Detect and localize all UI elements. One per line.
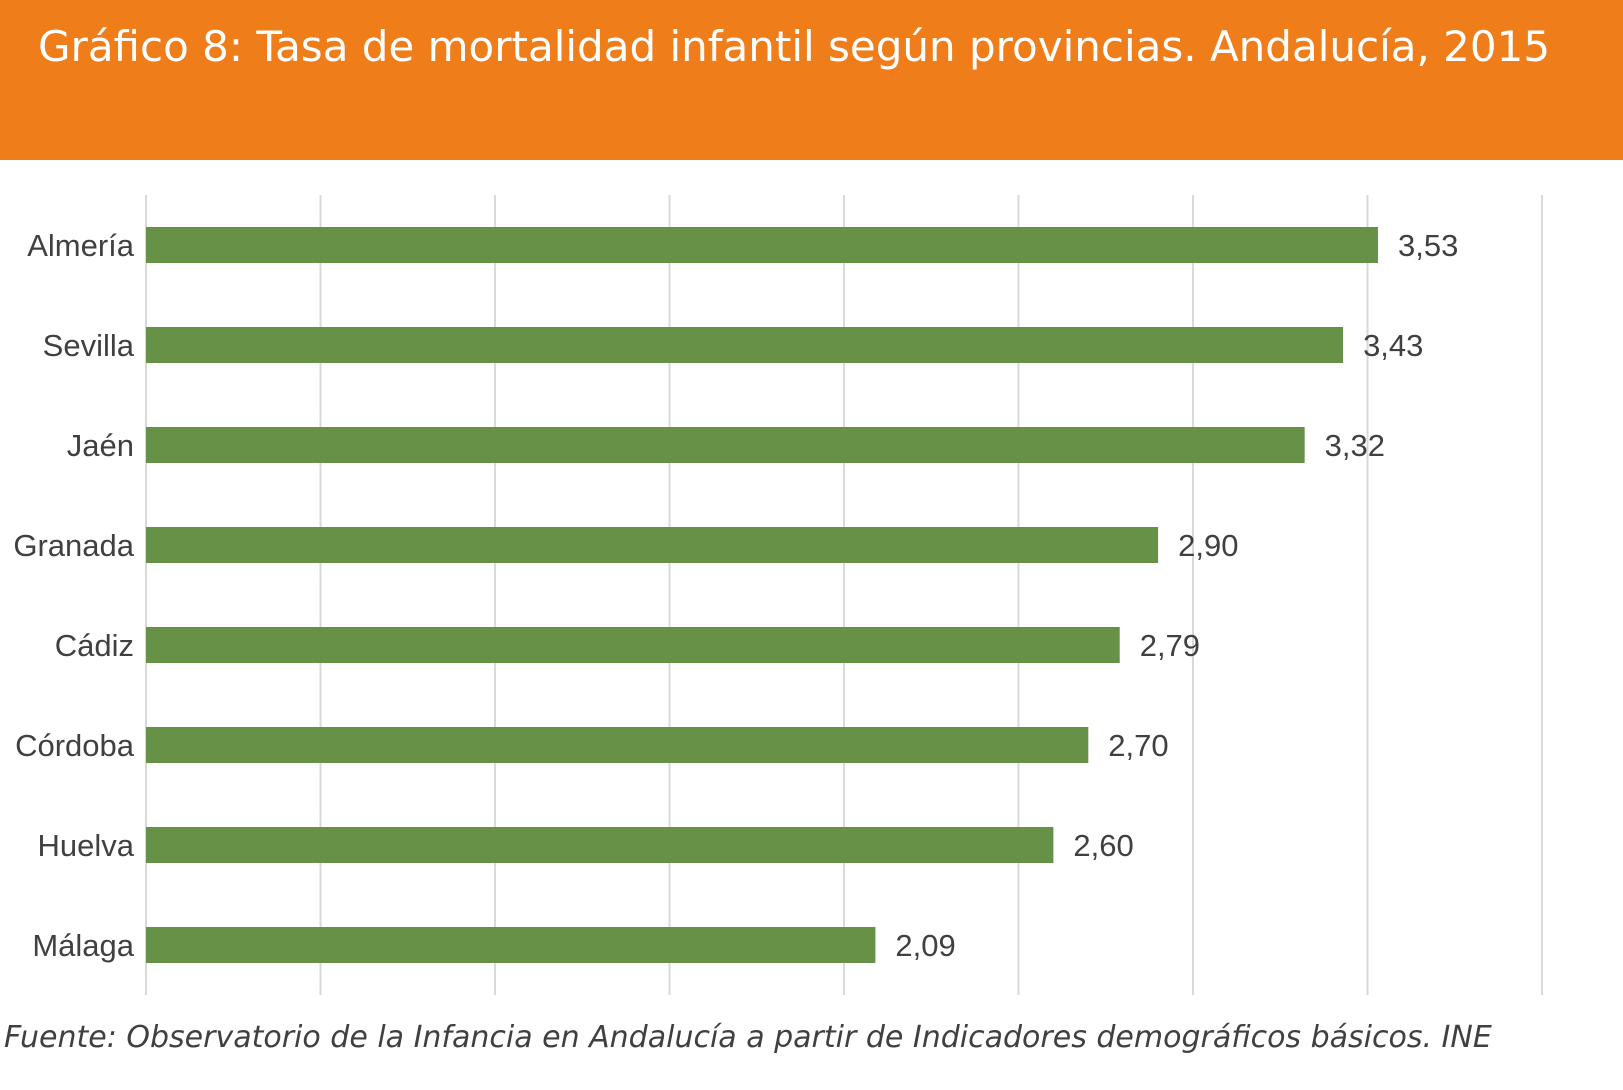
bar bbox=[146, 727, 1089, 763]
category-label: Almería bbox=[27, 228, 135, 263]
bars bbox=[146, 227, 1378, 963]
gridlines bbox=[145, 195, 1543, 995]
category-label: Cádiz bbox=[55, 628, 134, 663]
bar bbox=[146, 327, 1344, 363]
chart-header: Gráfico 8: Tasa de mortalidad infantil s… bbox=[0, 0, 1623, 160]
value-label: 3,53 bbox=[1398, 228, 1458, 263]
source-note: Fuente: Observatorio de la Infancia en A… bbox=[4, 1020, 1492, 1055]
category-label: Málaga bbox=[32, 928, 134, 963]
value-label: 2,70 bbox=[1108, 728, 1168, 763]
chart-title: Gráfico 8: Tasa de mortalidad infantil s… bbox=[38, 22, 1551, 71]
value-label: 3,43 bbox=[1363, 328, 1423, 363]
value-label: 3,32 bbox=[1325, 428, 1385, 463]
bar bbox=[146, 827, 1054, 863]
category-label: Granada bbox=[13, 528, 134, 563]
value-label: 2,60 bbox=[1073, 828, 1133, 863]
labels: Almería 3,53 Sevilla 3,43 Jaén 3,32 Granada 2,9… bbox=[13, 228, 1458, 963]
category-label: Jaén bbox=[67, 428, 134, 463]
bar bbox=[146, 227, 1378, 263]
bar bbox=[146, 427, 1305, 463]
value-label: 2,90 bbox=[1178, 528, 1238, 563]
category-label: Huelva bbox=[38, 828, 135, 863]
value-label: 2,09 bbox=[895, 928, 955, 963]
category-label: Córdoba bbox=[15, 728, 135, 763]
bar bbox=[146, 927, 876, 963]
category-label: Sevilla bbox=[43, 328, 135, 363]
bar-chart: Almería 3,53 Sevilla 3,43 Jaén 3,32 Granada 2,9… bbox=[13, 195, 1543, 995]
bar bbox=[146, 627, 1120, 663]
value-label: 2,79 bbox=[1140, 628, 1200, 663]
bar bbox=[146, 527, 1159, 563]
